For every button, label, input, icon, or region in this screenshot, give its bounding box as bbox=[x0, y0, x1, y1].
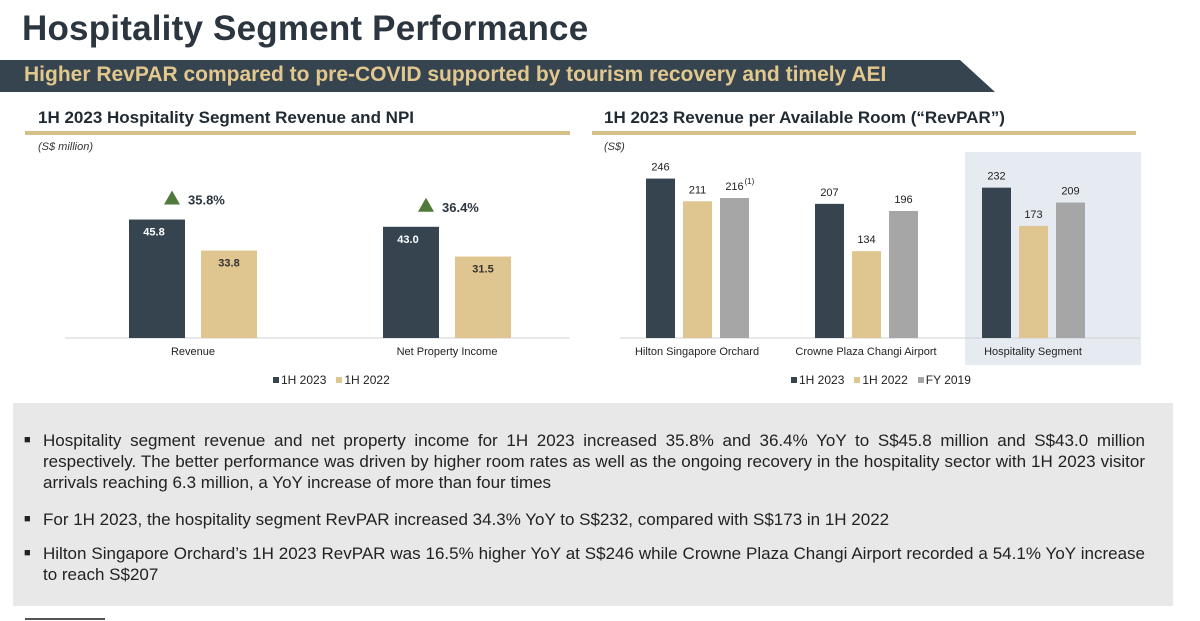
bar-fy2019 bbox=[889, 210, 918, 338]
growth-arrow-icon bbox=[164, 190, 180, 205]
bar-fy2019 bbox=[1056, 202, 1085, 338]
bar-value-label: 43.0 bbox=[397, 234, 418, 246]
subtitle-banner: Higher RevPAR compared to pre-COVID supp… bbox=[0, 60, 995, 92]
commentary-box: ■ Hospitality segment revenue and net pro… bbox=[13, 403, 1173, 606]
commentary-text: Hospitality segment revenue and net prop… bbox=[43, 431, 1145, 492]
legend-item-1h2022: 1H 2022 bbox=[336, 373, 390, 387]
bar-1h2022 bbox=[455, 256, 511, 338]
bar-1h2023 bbox=[129, 219, 185, 338]
left-chart-rule bbox=[25, 131, 570, 135]
legend-label: 1H 2022 bbox=[862, 373, 908, 387]
bar-value-label: 31.5 bbox=[472, 264, 493, 276]
legend-swatch-dark bbox=[273, 377, 279, 383]
legend-item-1h2023: 1H 2023 bbox=[791, 373, 844, 387]
category-label: Net Property Income bbox=[397, 346, 498, 358]
legend-swatch-tan bbox=[854, 377, 861, 383]
bar-value-label: 209 bbox=[1061, 186, 1079, 198]
growth-arrow-icon bbox=[418, 197, 434, 212]
right-chart-legend: 1H 2023 1H 2022 FY 2019 bbox=[791, 373, 971, 387]
banner-shape bbox=[0, 60, 995, 92]
growth-label: 35.8% bbox=[188, 193, 225, 208]
legend-item-fy2019: FY 2019 bbox=[917, 373, 971, 387]
banner-text: Higher RevPAR compared to pre-COVID supp… bbox=[24, 63, 887, 86]
growth-label: 36.4% bbox=[442, 200, 479, 215]
bar-value-label: 207 bbox=[820, 187, 838, 199]
bar-1h2022 bbox=[852, 251, 881, 338]
category-label: Hospitality Segment bbox=[984, 346, 1082, 358]
category-label: Crowne Plaza Changi Airport bbox=[795, 346, 936, 358]
bar-value-label: 134 bbox=[857, 234, 875, 246]
right-chart-rule bbox=[592, 131, 1136, 135]
legend-label: 1H 2022 bbox=[344, 373, 390, 387]
legend-label: FY 2019 bbox=[925, 373, 971, 387]
legend-label: 1H 2023 bbox=[799, 373, 845, 387]
bar-value-label: 33.8 bbox=[218, 258, 239, 270]
legend-label: 1H 2023 bbox=[281, 373, 327, 387]
bar-fy2019 bbox=[720, 198, 749, 338]
left-chart-unit: (S$ million) bbox=[38, 141, 94, 153]
bullet-icon: ■ bbox=[24, 547, 31, 559]
commentary-item: ■ Hilton Singapore Orchard’s 1H 2023 RevP… bbox=[24, 543, 1145, 585]
bar-1h2023 bbox=[383, 226, 439, 338]
bullet-icon: ■ bbox=[24, 434, 31, 446]
revpar-chart: 246 211 216 (1) Hilton Singapore Orchard 207 1… bbox=[620, 152, 1141, 365]
bar-1h2023 bbox=[982, 187, 1011, 338]
bar-1h2023 bbox=[646, 178, 675, 338]
bullet-icon: ■ bbox=[24, 513, 31, 525]
bar-value-label: 173 bbox=[1024, 209, 1042, 221]
commentary-text: For 1H 2023, the hospitality segment Rev… bbox=[43, 510, 890, 529]
right-chart-unit: (S$) bbox=[604, 141, 625, 153]
legend-item-1h2023: 1H 2023 bbox=[273, 373, 326, 387]
bar-1h2022 bbox=[201, 250, 257, 338]
left-chart-legend: 1H 2023 1H 2022 bbox=[273, 373, 390, 387]
category-label: Revenue bbox=[171, 346, 215, 358]
bar-value-label: 196 bbox=[894, 194, 912, 206]
legend-swatch-dark bbox=[791, 377, 797, 383]
bar-1h2023 bbox=[815, 203, 844, 338]
footer-divider bbox=[25, 618, 105, 620]
commentary-text: Hilton Singapore Orchard’s 1H 2023 RevPA… bbox=[43, 544, 1145, 584]
bar-1h2022 bbox=[1019, 225, 1048, 338]
page-title: Hospitality Segment Performance bbox=[22, 9, 589, 48]
bar-value-label: 232 bbox=[987, 171, 1005, 183]
bar-value-label: 246 bbox=[651, 162, 669, 174]
commentary-item: ■ For 1H 2023, the hospitality segment Re… bbox=[24, 509, 1145, 530]
bar-value-label: 211 bbox=[689, 184, 707, 196]
revenue-npi-chart: 45.8 33.8 Revenue 35.8% 43.0 31.5 Net Property… bbox=[65, 190, 570, 358]
commentary-item: ■ Hospitality segment revenue and net pro… bbox=[24, 430, 1145, 493]
category-label: Hilton Singapore Orchard bbox=[635, 346, 759, 358]
legend-item-1h2022: 1H 2022 bbox=[854, 373, 908, 387]
bar-1h2022 bbox=[683, 201, 712, 338]
right-chart-title: 1H 2023 Revenue per Available Room (“Rev… bbox=[604, 108, 1005, 127]
legend-swatch-grey bbox=[917, 377, 924, 383]
bar-value-label: 216 bbox=[725, 181, 743, 193]
footnote-marker: (1) bbox=[745, 177, 755, 186]
legend-swatch-tan bbox=[336, 377, 343, 383]
left-chart-title: 1H 2023 Hospitality Segment Revenue and … bbox=[38, 108, 415, 127]
bar-value-label: 45.8 bbox=[143, 227, 164, 239]
